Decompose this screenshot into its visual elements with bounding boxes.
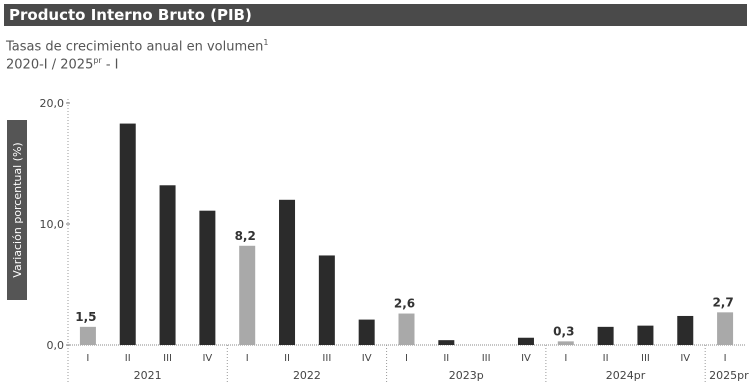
subtitle-text: Tasas de crecimiento anual en volumen — [6, 39, 264, 55]
bar — [79, 326, 96, 345]
chart-title: Producto Interno Bruto (PIB) — [4, 4, 747, 26]
bars — [79, 123, 734, 345]
x-tick-label: IV — [521, 353, 531, 364]
bar — [398, 313, 415, 345]
bar — [199, 210, 216, 345]
x-tick-label: IV — [362, 353, 372, 364]
bar — [159, 185, 176, 345]
x-tick-label: I — [405, 353, 408, 364]
x-tick-label: IV — [202, 353, 212, 364]
subtitle-footnote: 1 — [263, 38, 269, 47]
bar — [637, 325, 654, 345]
x-tick-label: IV — [680, 353, 690, 364]
bar — [239, 245, 256, 345]
chart-subtitle: Tasas de crecimiento anual en volumen1 — [6, 38, 268, 54]
x-tick-label: II — [284, 353, 290, 364]
axes: 0,0 10,0 20,0 — [40, 97, 745, 382]
x-group-label: 2021 — [134, 369, 162, 382]
period-end: - I — [101, 57, 119, 73]
x-tick-label: I — [86, 353, 89, 364]
period-start: 2020-I / 2025 — [6, 57, 94, 73]
bar — [517, 337, 534, 345]
bar — [557, 341, 574, 345]
y-axis-label-box — [7, 120, 27, 300]
x-tick-label: III — [641, 353, 650, 364]
x-group-label: 2024pr — [606, 369, 646, 382]
x-group-label: 2023p — [449, 369, 484, 382]
y-tick-label: 10,0 — [40, 218, 65, 231]
x-group-label: 2022 — [293, 369, 321, 382]
x-tick-label: III — [163, 353, 172, 364]
bar — [597, 326, 614, 345]
x-tick-label: III — [482, 353, 491, 364]
y-tick-label: 0,0 — [47, 339, 65, 352]
chart-period: 2020-I / 2025pr - I — [6, 56, 119, 72]
data-label: 1,5 — [75, 310, 96, 324]
x-tick-label: II — [603, 353, 609, 364]
bar — [358, 319, 375, 345]
data-label: 8,2 — [235, 229, 256, 243]
data-label: 2,6 — [394, 297, 415, 311]
x-tick-label: I — [246, 353, 249, 364]
y-axis-label: Variación porcentual (%) — [7, 120, 27, 300]
period-sup: pr — [93, 56, 102, 65]
bar — [318, 255, 335, 345]
bar — [717, 312, 734, 345]
bar — [119, 123, 136, 345]
data-label: 2,7 — [712, 295, 733, 309]
y-axis-label-text: Variación porcentual (%) — [11, 142, 24, 277]
labels: I1,5II III IV I8,2II III IV I2,6II III IV I0,3II I… — [75, 229, 749, 382]
x-group-label: 2025pr — [709, 369, 749, 382]
x-tick-label: III — [322, 353, 331, 364]
x-tick-label: I — [564, 353, 567, 364]
bar — [279, 199, 296, 345]
x-tick-label: II — [125, 353, 131, 364]
bar — [677, 315, 694, 345]
y-tick-label: 20,0 — [40, 97, 65, 110]
x-tick-label: II — [443, 353, 449, 364]
bar — [438, 340, 455, 345]
data-label: 0,3 — [553, 324, 574, 338]
x-tick-label: I — [724, 353, 727, 364]
